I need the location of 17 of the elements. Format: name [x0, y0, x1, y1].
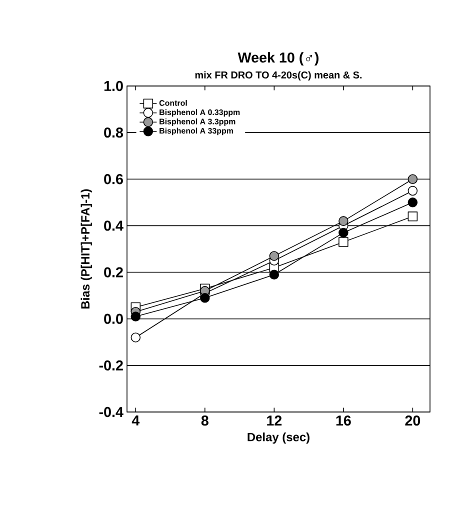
y-tick-label: 0.0	[104, 314, 123, 324]
y-tick-label: 0.2	[104, 267, 123, 278]
y-tick-label: -0.4	[99, 406, 124, 418]
x-tick-label: 20	[405, 416, 420, 426]
y-tick-label: 0.8	[104, 127, 124, 138]
y-tick-label: -0.2	[99, 360, 123, 371]
x-tick-label: 12	[267, 416, 282, 426]
y-axis-title: Bias (P[HIT]+P[FA]-1)	[80, 189, 92, 308]
chart-title: Week 10 (♂)	[238, 52, 318, 66]
x-axis-title: Delay (sec)	[248, 432, 310, 444]
chart-subtitle: mix FR DRO TO 4-20s(C) mean & S.	[195, 71, 362, 80]
x-tick-label: 16	[336, 416, 351, 426]
x-tick-label: 8	[201, 416, 208, 426]
y-tick-label: 1.0	[104, 80, 123, 92]
y-tick-label: 0.6	[104, 174, 123, 184]
x-tick-label: 4	[132, 416, 140, 426]
y-tick-label: 0.4	[104, 220, 124, 231]
